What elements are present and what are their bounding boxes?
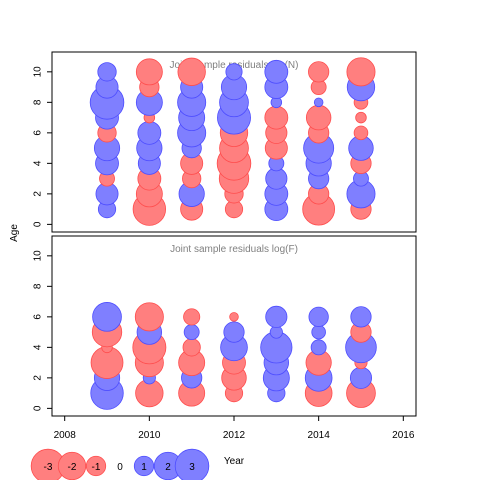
bubble-negative <box>308 61 330 83</box>
legend-label: -2 <box>68 462 77 473</box>
bubble-positive <box>97 62 117 82</box>
plot-frame <box>51 51 417 233</box>
legend-label: 3 <box>189 462 195 473</box>
y-tick-label: 10 <box>33 66 44 78</box>
legend-bubble-negative <box>85 455 107 477</box>
bubble-positive <box>311 324 326 340</box>
bubble-size-legend: -3 -2 -1 0 1 2 3 <box>30 448 210 480</box>
bubble-negative <box>229 312 239 322</box>
x-tick-label: 2012 <box>223 430 246 441</box>
legend-bubble-positive <box>133 455 155 477</box>
y-tick-label: 2 <box>33 191 44 197</box>
y-tick-label: 8 <box>33 99 44 105</box>
bubble-negative <box>183 308 201 326</box>
bubble-negative <box>353 125 369 141</box>
legend-label: 1 <box>141 462 147 473</box>
legend-label: -1 <box>92 462 101 473</box>
legend-bubble-positive <box>174 448 210 480</box>
bubble-positive <box>349 366 373 389</box>
panel-title: Joint sample residuals log(F) <box>170 244 298 255</box>
y-tick-label: 0 <box>33 405 44 411</box>
x-tick-label: 2008 <box>54 430 77 441</box>
x-tick-label: 2016 <box>392 430 415 441</box>
bubble-positive <box>225 63 243 81</box>
y-tick-label: 8 <box>33 283 44 289</box>
bubble-negative <box>305 104 332 131</box>
bubble-negative <box>135 58 163 86</box>
y-tick-label: 6 <box>33 314 44 320</box>
y-tick-label: 2 <box>33 375 44 381</box>
bubble-positive <box>92 302 122 332</box>
bubble-negative <box>182 338 201 357</box>
y-tick-label: 4 <box>33 344 44 350</box>
bubble-positive <box>265 305 288 328</box>
bubble-negative <box>346 57 376 87</box>
bubble-positive <box>313 97 324 108</box>
bubble-positive <box>350 306 372 328</box>
legend-label: 0 <box>117 462 123 473</box>
y-tick-label: 6 <box>33 130 44 136</box>
bubble-positive <box>308 306 329 327</box>
bubble-positive <box>264 59 289 84</box>
bubble-positive <box>183 324 200 341</box>
bubble-negative <box>355 111 367 124</box>
y-axis-label: Age <box>9 224 20 242</box>
bubble-negative <box>264 105 289 130</box>
bubble-positive <box>137 120 162 145</box>
bubble-negative <box>134 302 164 332</box>
x-axis-label: Year <box>224 456 245 467</box>
legend-label: -3 <box>44 462 53 473</box>
bubble-positive <box>223 321 245 343</box>
y-tick-label: 4 <box>33 160 44 166</box>
panel-log-f: Joint sample residuals log(F) 0 2 4 6 8 10 2008… <box>33 235 417 441</box>
x-tick-label: 2010 <box>138 430 161 441</box>
x-tick-label: 2014 <box>308 430 331 441</box>
legend-label: 2 <box>165 462 171 473</box>
y-tick-label: 10 <box>33 250 44 262</box>
y-tick-label: 0 <box>33 221 44 227</box>
bubble-positive <box>310 339 327 356</box>
bubble-negative <box>177 57 206 86</box>
